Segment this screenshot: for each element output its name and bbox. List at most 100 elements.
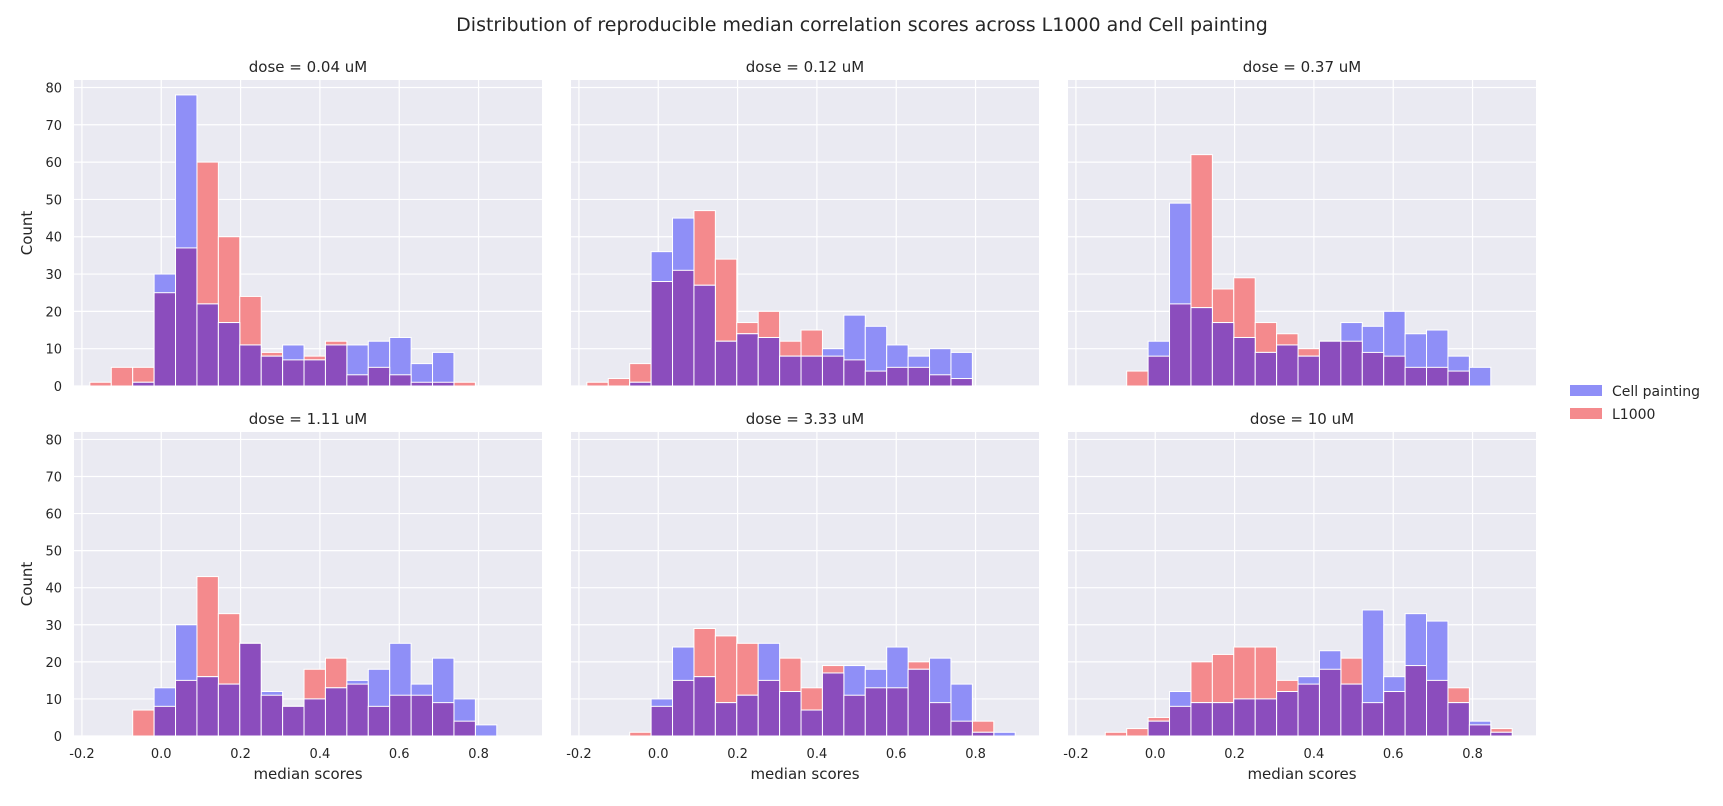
bar-overlap: [629, 381, 652, 387]
y-tick-label: 10: [45, 343, 62, 358]
bar-overlap: [260, 355, 284, 387]
bar-overlap: [864, 687, 888, 737]
bar-cell-painting: [432, 351, 455, 387]
bar-overlap: [239, 344, 262, 387]
bar-overlap: [672, 269, 695, 387]
bar-overlap: [821, 672, 845, 737]
bar-overlap: [950, 720, 973, 737]
bar-overlap: [1169, 705, 1192, 737]
x-tick-label: 0.0: [151, 747, 172, 762]
bar-l1000: [629, 731, 652, 737]
bar-overlap: [929, 702, 952, 737]
bar-overlap: [693, 284, 716, 387]
bar-overlap: [1254, 351, 1278, 387]
panel-title: dose = 1.11 uM: [249, 410, 367, 428]
x-tick-label: 0.8: [468, 747, 489, 762]
x-tick-label: 0.6: [886, 747, 907, 762]
y-tick-label: 40: [45, 231, 62, 246]
bar-overlap: [153, 705, 177, 737]
x-tick-label: 0.2: [1224, 747, 1245, 762]
bar-overlap: [196, 676, 219, 737]
panel-title: dose = 0.04 uM: [249, 58, 367, 76]
bar-overlap: [1404, 665, 1428, 737]
bar-overlap: [367, 705, 391, 737]
bar-overlap: [432, 702, 455, 737]
bar-overlap: [1276, 691, 1299, 737]
bar-overlap: [757, 336, 781, 387]
bar-overlap: [1340, 340, 1363, 387]
bar-overlap: [1297, 355, 1320, 387]
bar-cell-painting: [993, 731, 1016, 737]
y-tick-label: 50: [45, 193, 62, 208]
y-tick-label: 60: [45, 508, 62, 523]
panel-3: dose = 0.37 uM: [1068, 58, 1536, 387]
bar-overlap: [1383, 691, 1406, 737]
x-axis-label: median scores: [253, 765, 362, 783]
panel-4: dose = 1.11 uM 0 10 20 30 40 50 60 70 80 Count -0.2…: [18, 410, 542, 783]
bar-l1000: [1104, 731, 1128, 737]
bar-overlap: [864, 370, 888, 387]
y-tick-label: 80: [45, 433, 62, 448]
bar-overlap: [1190, 702, 1213, 737]
y-tick-label: 60: [45, 156, 62, 171]
bar-overlap: [779, 691, 802, 737]
bar-overlap: [736, 333, 759, 387]
x-tick-label: 0.8: [965, 747, 986, 762]
chart-title: Distribution of reproducible median corr…: [456, 14, 1268, 36]
legend-swatch-l1000: [1570, 408, 1602, 419]
y-axis-label: Count: [18, 562, 36, 607]
panel-background: [1068, 80, 1536, 386]
bar-overlap: [1233, 698, 1256, 737]
bar-l1000: [586, 381, 609, 387]
bar-l1000: [453, 381, 476, 387]
bar-overlap: [346, 374, 369, 387]
x-tick-label: -0.2: [69, 747, 94, 762]
x-tick-label: 0.6: [389, 747, 410, 762]
x-tick-label: 0.4: [807, 747, 828, 762]
panel-background: [74, 80, 542, 386]
x-tick-label: 0.0: [1145, 747, 1166, 762]
panel-1: dose = 0.04 uM 0 10 20 30 40 50 60 70 80 Count: [18, 58, 542, 395]
bar-overlap: [1490, 731, 1513, 737]
legend-swatch-cell-painting: [1570, 385, 1602, 396]
x-tick-label: -0.2: [566, 747, 591, 762]
y-tick-label: 30: [45, 619, 62, 634]
bar-overlap: [1211, 702, 1235, 737]
x-axis-label: median scores: [1247, 765, 1356, 783]
bar-l1000: [1126, 370, 1149, 387]
bar-overlap: [929, 374, 952, 387]
x-tick-label: 0.4: [310, 747, 331, 762]
y-tick-label: 70: [45, 470, 62, 485]
bar-overlap: [1340, 683, 1363, 737]
panel-6: dose = 10 uM -0.2 0.0 0.2 0.4 0.6 0.8 median sc…: [1063, 410, 1536, 783]
y-tick-label: 0: [54, 730, 62, 745]
y-tick-label: 0: [54, 380, 62, 395]
bar-overlap: [1404, 366, 1428, 387]
bar-overlap: [843, 359, 866, 387]
bar-overlap: [714, 702, 738, 737]
bar-cell-painting: [1468, 366, 1492, 387]
panel-2: dose = 0.12 uM: [571, 58, 1039, 387]
bar-overlap: [650, 281, 674, 387]
bar-overlap: [1254, 698, 1278, 737]
bar-overlap: [410, 694, 434, 737]
x-tick-label: 0.4: [1304, 747, 1325, 762]
bar-overlap: [260, 694, 284, 737]
bar-overlap: [714, 340, 738, 387]
bar-overlap: [907, 668, 931, 737]
bar-overlap: [1276, 344, 1299, 387]
y-tick-label: 70: [45, 119, 62, 134]
legend-label-l1000: L1000: [1612, 407, 1655, 423]
bar-overlap: [367, 366, 391, 387]
bar-overlap: [1169, 303, 1192, 387]
bar-overlap: [1447, 370, 1470, 387]
y-tick-label: 20: [45, 305, 62, 320]
bar-overlap: [324, 344, 348, 387]
bar-l1000: [1126, 728, 1149, 737]
x-tick-label: 0.2: [727, 747, 748, 762]
x-tick-label: 0.8: [1462, 747, 1483, 762]
bar-overlap: [650, 705, 674, 737]
bar-overlap: [453, 720, 476, 737]
bar-overlap: [971, 731, 995, 737]
bar-overlap: [1426, 679, 1449, 737]
